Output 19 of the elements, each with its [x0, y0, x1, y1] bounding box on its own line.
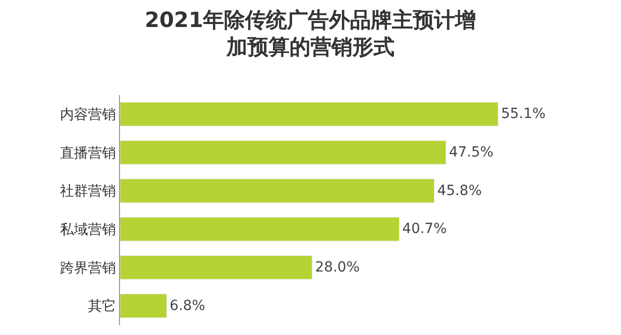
data-label: 55.1%	[501, 106, 546, 122]
bar	[120, 178, 435, 203]
y-tick-label: 直播营销	[60, 145, 116, 162]
data-label: 45.8%	[437, 182, 482, 199]
y-tick-label: 跨界营销	[60, 260, 116, 276]
data-label: 40.7%	[402, 221, 447, 238]
bar	[120, 294, 167, 318]
y-tick-label: 私域营销	[60, 222, 116, 238]
bar	[120, 102, 498, 126]
bar	[120, 255, 312, 280]
bar	[120, 140, 446, 165]
data-label: 28.0%	[315, 260, 360, 276]
y-tick-label: 社群营销	[60, 184, 116, 200]
bar	[120, 217, 400, 242]
y-tick-label: 其它	[88, 298, 116, 315]
data-label: 6.8%	[170, 298, 206, 314]
chart-title: 2021年除传统广告外品牌主预计增加预算的营销形式	[144, 8, 476, 60]
data-label: 47.5%	[448, 144, 494, 160]
y-tick-label: 内容营销	[60, 107, 116, 124]
